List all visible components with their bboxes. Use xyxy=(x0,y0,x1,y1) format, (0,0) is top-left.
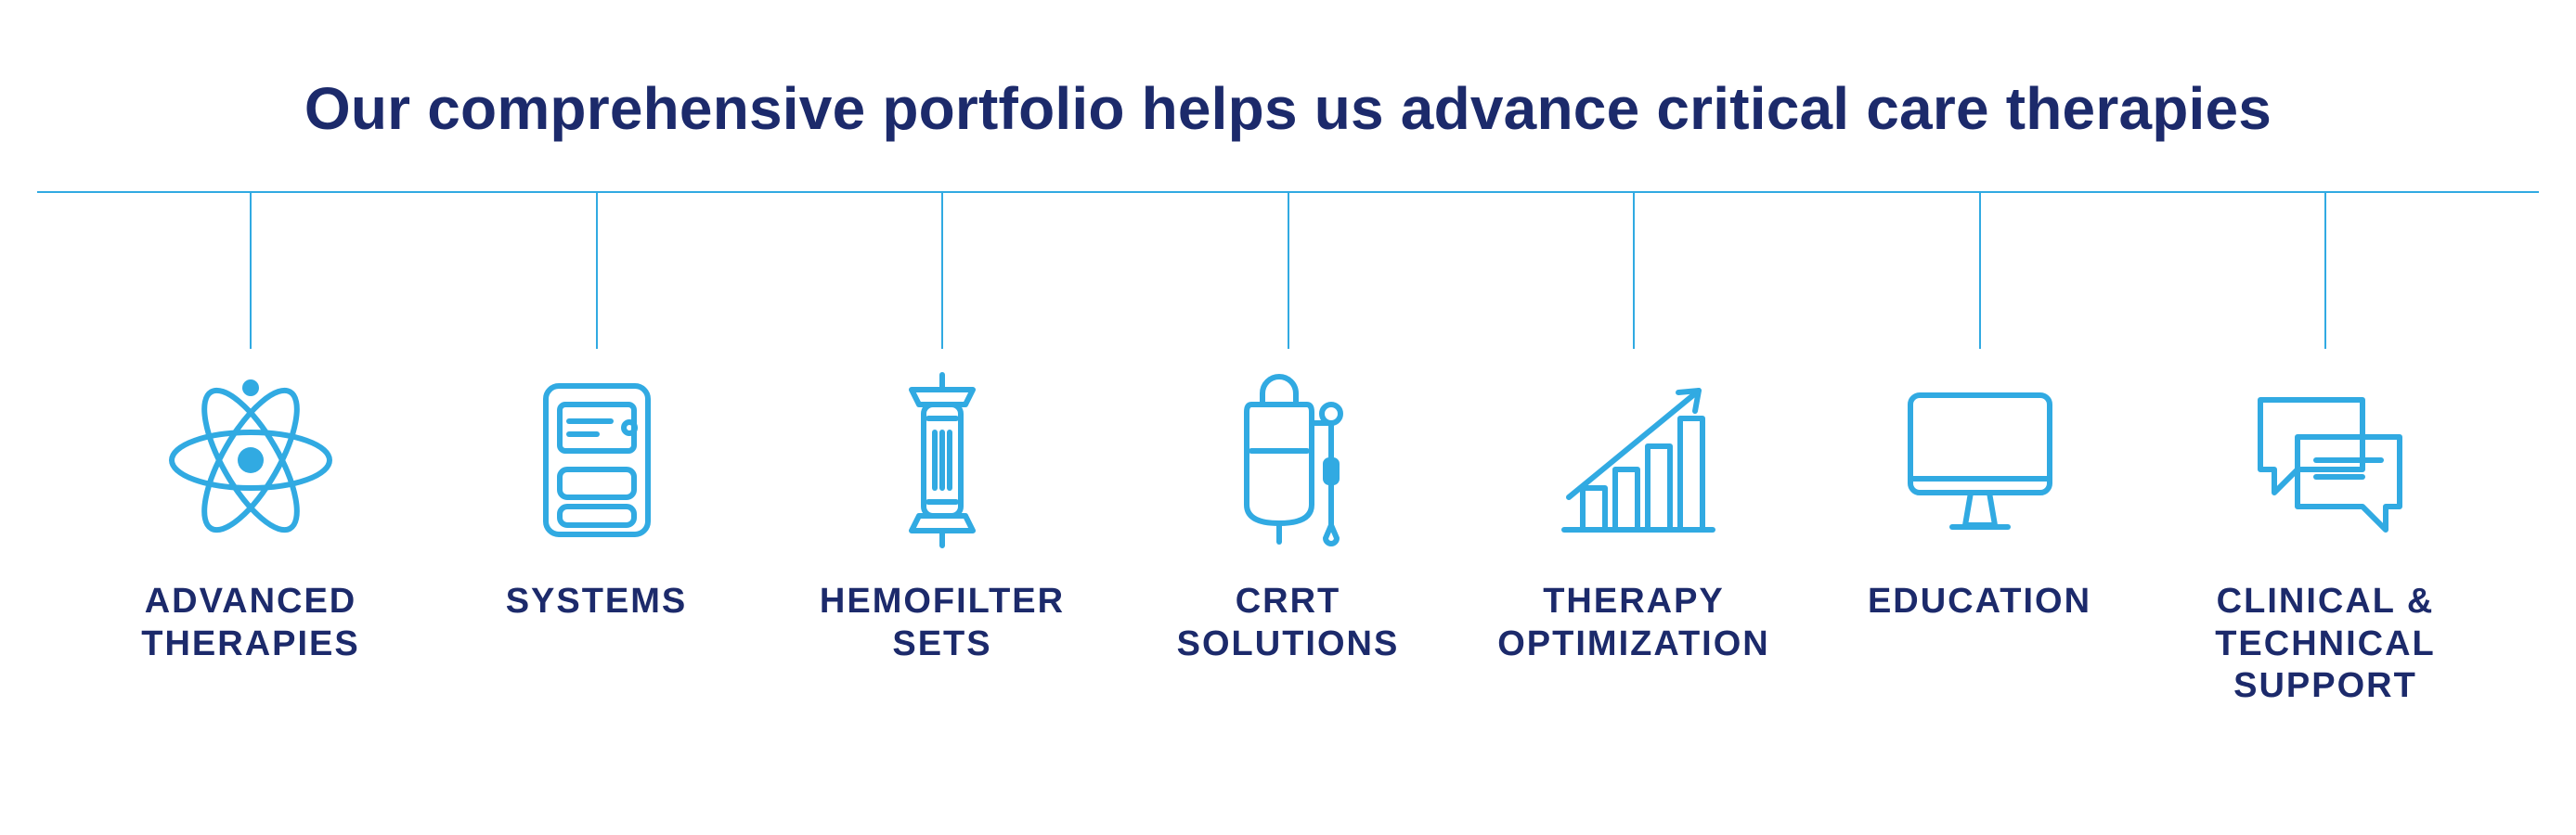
item-label: ADVANCED THERAPIES xyxy=(141,581,359,665)
item-label: CRRT SOLUTIONS xyxy=(1177,581,1400,665)
page-title: Our comprehensive portfolio helps us adv… xyxy=(0,74,2576,143)
portfolio-item: SYSTEMS xyxy=(439,191,755,835)
item-label: CLINICAL & TECHNICAL SUPPORT xyxy=(2215,581,2436,708)
portfolio-item: HEMOFILTER SETS xyxy=(784,191,1100,835)
item-label: EDUCATION xyxy=(1868,581,2091,623)
item-label: SYSTEMS xyxy=(506,581,688,623)
item-label: HEMOFILTER SETS xyxy=(820,581,1065,665)
portfolio-item: CRRT SOLUTIONS xyxy=(1131,191,1446,835)
iv-bag-icon xyxy=(1196,367,1381,553)
monitor-icon xyxy=(1887,367,2073,553)
item-label: THERAPY OPTIMIZATION xyxy=(1497,581,1770,665)
atom-icon xyxy=(158,367,343,553)
drop-connector xyxy=(1633,191,1635,349)
chat-icon xyxy=(2233,367,2418,553)
drop-connector xyxy=(250,191,252,349)
infographic-root: Our comprehensive portfolio helps us adv… xyxy=(0,0,2576,835)
drop-connector xyxy=(1979,191,1981,349)
drop-connector xyxy=(941,191,943,349)
growth-icon xyxy=(1541,367,1727,553)
portfolio-item: ADVANCED THERAPIES xyxy=(93,191,408,835)
machine-icon xyxy=(504,367,690,553)
drop-connector xyxy=(2324,191,2326,349)
portfolio-item: THERAPY OPTIMIZATION xyxy=(1476,191,1792,835)
portfolio-item: EDUCATION xyxy=(1822,191,2138,835)
items-row: ADVANCED THERAPIES SYSTEMS xyxy=(93,191,2483,835)
portfolio-item: CLINICAL & TECHNICAL SUPPORT xyxy=(2168,191,2483,835)
drop-connector xyxy=(596,191,598,349)
drop-connector xyxy=(1288,191,1289,349)
hemofilter-icon xyxy=(849,367,1035,553)
